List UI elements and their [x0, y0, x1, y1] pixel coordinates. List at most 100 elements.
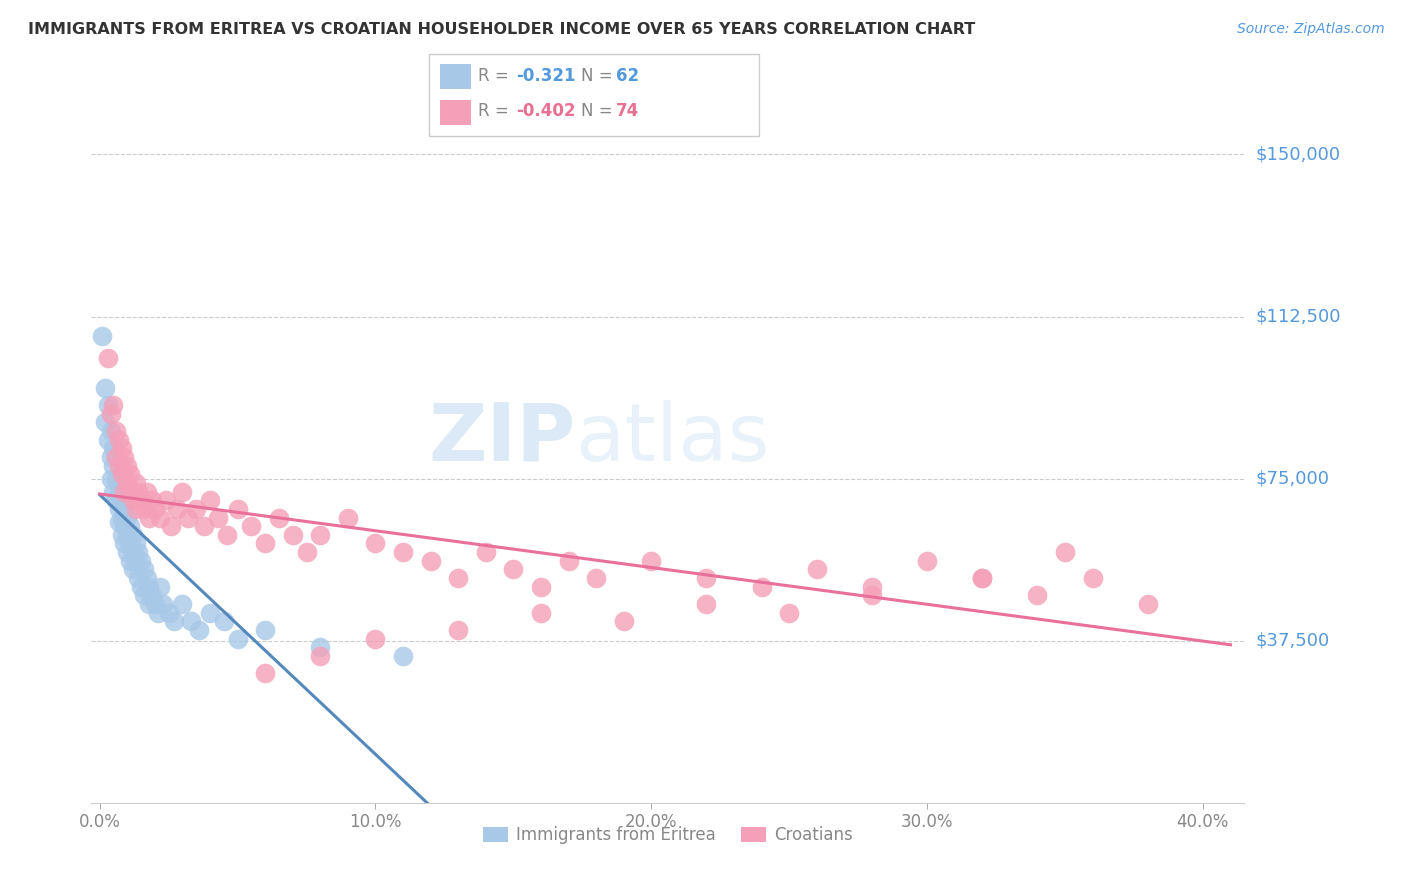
Point [114, 501, 136, 516]
Point [613, 614, 636, 628]
Point [105, 450, 128, 464]
Point [530, 580, 553, 594]
Point [103, 458, 125, 473]
Point [1053, 545, 1076, 559]
Point [103, 442, 125, 456]
Point [186, 501, 208, 516]
Point [166, 501, 188, 516]
Point [124, 554, 146, 568]
Point [295, 545, 318, 559]
Point [117, 545, 139, 559]
Point [447, 623, 470, 637]
Point [392, 545, 415, 559]
Point [188, 623, 211, 637]
Point [336, 510, 359, 524]
Point [108, 475, 131, 490]
Point [132, 562, 155, 576]
Point [143, 501, 166, 516]
Point [127, 571, 149, 585]
Text: 74: 74 [616, 103, 640, 120]
Point [309, 640, 332, 655]
Point [267, 510, 290, 524]
Point [146, 606, 169, 620]
Text: R =: R = [478, 67, 515, 85]
Point [118, 519, 141, 533]
Point [91, 329, 114, 343]
Point [108, 515, 131, 529]
Point [141, 493, 163, 508]
Point [640, 554, 662, 568]
Point [118, 554, 141, 568]
Point [94, 381, 117, 395]
Point [105, 493, 128, 508]
Point [160, 519, 183, 533]
Point [364, 536, 387, 550]
Point [915, 554, 938, 568]
Point [212, 614, 235, 628]
Point [97, 351, 120, 365]
Point [138, 510, 160, 524]
Point [157, 606, 180, 620]
Point [108, 484, 131, 499]
Text: N =: N = [581, 103, 617, 120]
Text: 62: 62 [616, 67, 638, 85]
Point [100, 407, 122, 421]
Point [114, 484, 136, 499]
Point [114, 519, 136, 533]
Text: $150,000: $150,000 [1256, 145, 1340, 163]
Text: N =: N = [581, 67, 617, 85]
Point [121, 493, 143, 508]
Point [860, 588, 883, 602]
Point [172, 597, 194, 611]
Point [364, 632, 387, 646]
Point [118, 536, 141, 550]
Point [114, 450, 136, 464]
Point [972, 571, 994, 585]
Text: -0.321: -0.321 [516, 67, 575, 85]
Point [124, 501, 146, 516]
Text: -0.402: -0.402 [516, 103, 575, 120]
Point [105, 424, 128, 438]
Text: $112,500: $112,500 [1256, 308, 1341, 326]
Point [111, 493, 134, 508]
Point [100, 472, 122, 486]
Point [585, 571, 607, 585]
Point [132, 501, 155, 516]
Point [240, 519, 263, 533]
Point [778, 606, 800, 620]
Legend: Immigrants from Eritrea, Croatians: Immigrants from Eritrea, Croatians [477, 819, 859, 850]
Point [751, 580, 773, 594]
Point [138, 580, 160, 594]
Point [1026, 588, 1049, 602]
Point [198, 493, 221, 508]
Point [100, 450, 122, 464]
Text: ZIP: ZIP [429, 400, 575, 478]
Point [132, 588, 155, 602]
Point [972, 571, 994, 585]
Point [111, 528, 134, 542]
Point [114, 536, 136, 550]
Point [105, 472, 128, 486]
Point [117, 528, 139, 542]
Point [108, 458, 131, 473]
Point [281, 528, 304, 542]
Point [172, 484, 194, 499]
Point [215, 528, 238, 542]
Point [121, 562, 143, 576]
Point [226, 632, 249, 646]
Point [207, 510, 229, 524]
Point [121, 528, 143, 542]
Point [530, 606, 553, 620]
Point [103, 484, 125, 499]
Point [103, 398, 125, 412]
Point [124, 475, 146, 490]
Point [392, 648, 415, 663]
Point [111, 467, 134, 482]
Point [117, 458, 139, 473]
Point [94, 416, 117, 430]
Point [309, 528, 332, 542]
Point [806, 562, 828, 576]
Point [1081, 571, 1104, 585]
Point [117, 510, 139, 524]
Text: $75,000: $75,000 [1256, 469, 1330, 488]
